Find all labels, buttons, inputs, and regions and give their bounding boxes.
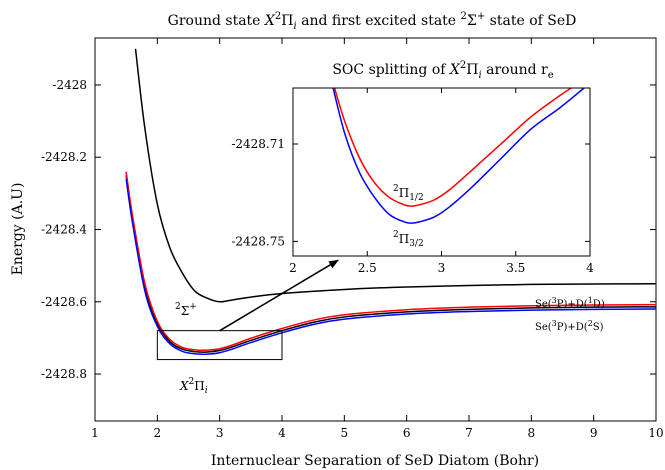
series-line-0	[134, 48, 656, 303]
series-line-1	[332, 88, 585, 224]
y-tick-label: -2428.6	[41, 295, 87, 309]
y-tick-label: -2428.2	[41, 150, 87, 164]
pi-three-half-label: 2Π3/2	[393, 230, 424, 249]
chart-title: Ground state X2Πi and first excited stat…	[168, 11, 577, 32]
sigma-state-label: 2Σ+	[175, 302, 197, 318]
series-line-0	[333, 88, 573, 207]
inset-axis-ticks: 2 2.5 3 3.5 4 -2428.71 -2428.75	[231, 88, 594, 275]
y-tick-label: -2428	[52, 78, 87, 92]
main-series-group	[125, 48, 656, 356]
x-tick-label: 6	[403, 426, 411, 440]
x-tick-label: 2	[154, 426, 162, 440]
x-tick-label: 4	[586, 261, 594, 275]
asymptote-label-lower: Se(3P)+D(2S)	[535, 319, 604, 333]
inset-title: SOC splitting of X2Πi around re	[332, 60, 553, 81]
series-line-2	[125, 171, 656, 352]
pi-state-label: X2Πi	[179, 377, 208, 396]
main-axis-ticks: 1 2 3 4 5 6 7 8 9 10 -2428 -2428.2 -2428.4 -2428.6 -24…	[41, 38, 664, 440]
y-tick-label: -2428.75	[231, 234, 285, 248]
x-tick-label: 2.5	[358, 261, 377, 275]
zoom-arrow	[219, 259, 339, 332]
inset-background	[293, 88, 590, 256]
x-tick-label: 9	[590, 426, 598, 440]
series-line-3	[125, 178, 656, 356]
x-axis-title: Internuclear Separation of SeD Diatom (B…	[211, 453, 539, 469]
pi-half-label: 2Π1/2	[393, 184, 424, 203]
x-tick-label: 2	[289, 261, 297, 275]
x-tick-label: 7	[465, 426, 473, 440]
x-tick-label: 3.5	[506, 261, 525, 275]
x-tick-label: 5	[341, 426, 349, 440]
x-tick-label: 4	[278, 426, 286, 440]
y-axis-title: Energy (A.U)	[10, 183, 26, 276]
inset-series-group	[332, 88, 585, 224]
series-line-1	[125, 175, 656, 353]
x-tick-label: 1	[91, 426, 99, 440]
y-tick-label: -2428.8	[41, 367, 87, 381]
x-tick-label: 8	[528, 426, 536, 440]
y-tick-label: -2428.4	[41, 223, 87, 237]
x-tick-label: 10	[648, 426, 663, 440]
minimum-highlight-box	[156, 330, 283, 361]
y-tick-label: -2428.71	[231, 137, 285, 151]
asymptote-label-upper: Se(3P)+D(1D)	[535, 296, 605, 310]
x-tick-label: 3	[438, 261, 446, 275]
x-tick-label: 3	[216, 426, 224, 440]
